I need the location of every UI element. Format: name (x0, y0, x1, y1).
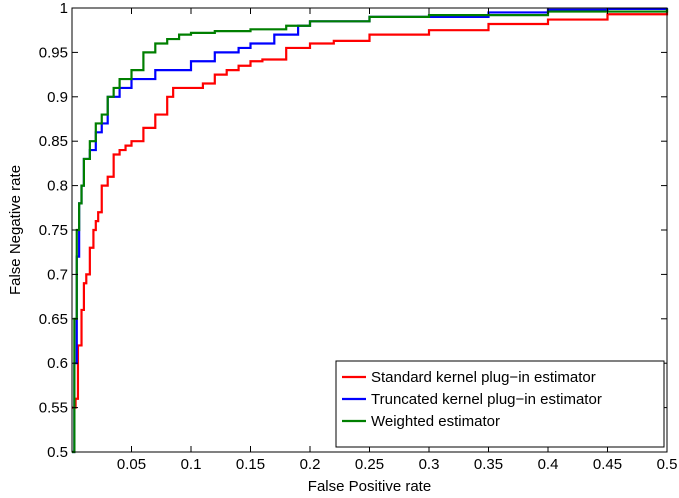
y-axis-ticks: 0.5 0.55 0.6 0.65 0.7 0.75 0.8 0.85 0.9 0.95 1 (39, 0, 667, 461)
y-tick-label: 0.85 (39, 133, 68, 150)
x-tick-label: 0.05 (117, 456, 146, 473)
y-tick-label: 1 (60, 0, 68, 17)
series-line-1 (72, 9, 669, 409)
legend: Standard kernel plug−in estimator Truncat… (335, 360, 665, 448)
x-tick-label: 0.4 (538, 456, 559, 473)
x-tick-label: 0.45 (593, 456, 622, 473)
series-line-3 (72, 8, 669, 454)
x-tick-label: 0.25 (355, 456, 384, 473)
legend-box (335, 360, 665, 448)
legend-entry-3: Weighted estimator (371, 413, 500, 430)
series-layer (72, 7, 669, 454)
x-tick-label: 0.5 (657, 456, 678, 473)
y-tick-label: 0.65 (39, 311, 68, 328)
y-tick-label: 0.8 (47, 178, 68, 195)
x-tick-label: 0.15 (236, 456, 265, 473)
x-tick-label: 0.3 (419, 456, 440, 473)
x-tick-label: 0.35 (474, 456, 503, 473)
y-tick-label: 0.5 (47, 444, 68, 461)
y-tick-label: 0.75 (39, 222, 68, 239)
y-tick-label: 0.55 (39, 400, 68, 417)
y-tick-label: 0.95 (39, 44, 68, 61)
legend-entry-2: Truncated kernel plug−in estimator (371, 391, 602, 408)
y-tick-label: 0.6 (47, 355, 68, 372)
x-tick-label: 0.2 (300, 456, 321, 473)
x-tick-label: 0.1 (181, 456, 202, 473)
y-tick-label: 0.9 (47, 89, 68, 106)
y-tick-label: 0.7 (47, 266, 68, 283)
legend-entry-1: Standard kernel plug−in estimator (371, 369, 596, 386)
x-axis-label: False Positive rate (308, 478, 431, 495)
y-axis-label: False Negative rate (7, 165, 24, 295)
